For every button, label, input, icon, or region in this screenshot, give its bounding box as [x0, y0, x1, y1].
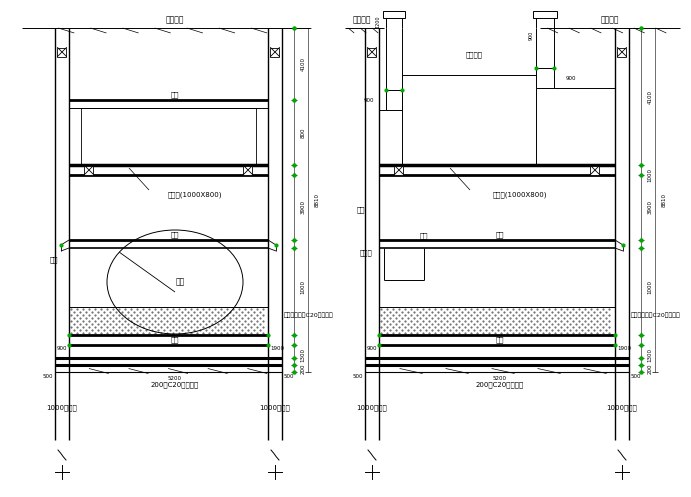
Text: 900: 900 [566, 76, 576, 81]
Bar [533, 11, 557, 18]
Text: 1300: 1300 [301, 347, 305, 361]
Text: 200: 200 [301, 363, 305, 374]
Bar [383, 11, 405, 18]
Text: 1000: 1000 [647, 280, 652, 295]
Text: 4100: 4100 [301, 57, 305, 71]
Text: 3900: 3900 [301, 200, 305, 215]
Bar [591, 166, 600, 174]
Bar [84, 166, 93, 174]
Text: 底板: 底板 [171, 336, 179, 343]
Bar [379, 307, 615, 335]
Text: 自然地面: 自然地面 [600, 15, 619, 24]
Text: 900: 900 [529, 30, 533, 40]
Text: 8810: 8810 [314, 193, 319, 207]
Text: 1900: 1900 [270, 346, 284, 351]
Text: 200: 200 [647, 363, 652, 374]
Text: 500: 500 [43, 375, 53, 380]
Text: 支撑梁(1000X800): 支撑梁(1000X800) [493, 192, 547, 198]
Text: 支撑梁(1000X800): 支撑梁(1000X800) [168, 192, 223, 198]
Text: 8810: 8810 [661, 193, 667, 207]
Text: 施工完成后用C20素砼回填: 施工完成后用C20素砼回填 [284, 312, 334, 318]
Text: 1000厚地墙: 1000厚地墙 [357, 405, 388, 412]
Text: 自然地面: 自然地面 [352, 15, 371, 24]
Text: 900: 900 [57, 346, 67, 351]
Text: 4100: 4100 [647, 89, 652, 103]
Text: 800: 800 [301, 127, 305, 138]
Text: 中板: 中板 [419, 233, 428, 239]
Text: 1900: 1900 [617, 346, 631, 351]
Text: 底板: 底板 [495, 336, 504, 343]
Bar [69, 307, 268, 335]
Text: 顶板: 顶板 [171, 91, 179, 98]
Text: 集水井: 集水井 [359, 249, 372, 256]
Text: 3900: 3900 [647, 200, 652, 215]
Text: 1000: 1000 [301, 280, 305, 295]
Text: 1000厚地墙: 1000厚地墙 [260, 405, 290, 412]
Text: 1000厚地墙: 1000厚地墙 [607, 405, 637, 412]
Text: 200厚C20素砼垫层: 200厚C20素砼垫层 [151, 382, 199, 388]
Bar [81, 108, 256, 165]
Bar [618, 48, 627, 57]
Text: 中板: 中板 [171, 232, 179, 238]
Text: 通室风井: 通室风井 [466, 52, 482, 58]
Text: 1200: 1200 [375, 16, 381, 28]
Bar [368, 48, 377, 57]
Text: 1000厚地墙: 1000厚地墙 [46, 405, 77, 412]
Text: 200厚C20素砼垫层: 200厚C20素砼垫层 [476, 382, 524, 388]
Bar [57, 48, 66, 57]
Text: 5200: 5200 [168, 376, 182, 381]
Text: 900: 900 [363, 97, 374, 102]
Text: 施工完成后用C20素砼回填: 施工完成后用C20素砼回填 [631, 312, 681, 318]
Bar [270, 48, 279, 57]
Bar [243, 166, 252, 174]
Text: 500: 500 [631, 375, 641, 380]
Bar [386, 90, 402, 110]
Bar [536, 68, 554, 88]
Text: 1300: 1300 [647, 347, 652, 361]
Text: 5200: 5200 [493, 376, 507, 381]
Text: 侧墙: 侧墙 [50, 256, 58, 263]
Bar [395, 166, 404, 174]
Text: 500: 500 [284, 375, 294, 380]
Text: 900: 900 [366, 346, 377, 351]
Text: 500: 500 [352, 375, 363, 380]
Text: 侧墙: 侧墙 [357, 207, 366, 213]
Text: 洞门: 洞门 [176, 277, 184, 286]
Text: 1000: 1000 [647, 168, 652, 182]
Text: 中板: 中板 [495, 232, 504, 238]
Text: 自然地面: 自然地面 [166, 15, 184, 24]
